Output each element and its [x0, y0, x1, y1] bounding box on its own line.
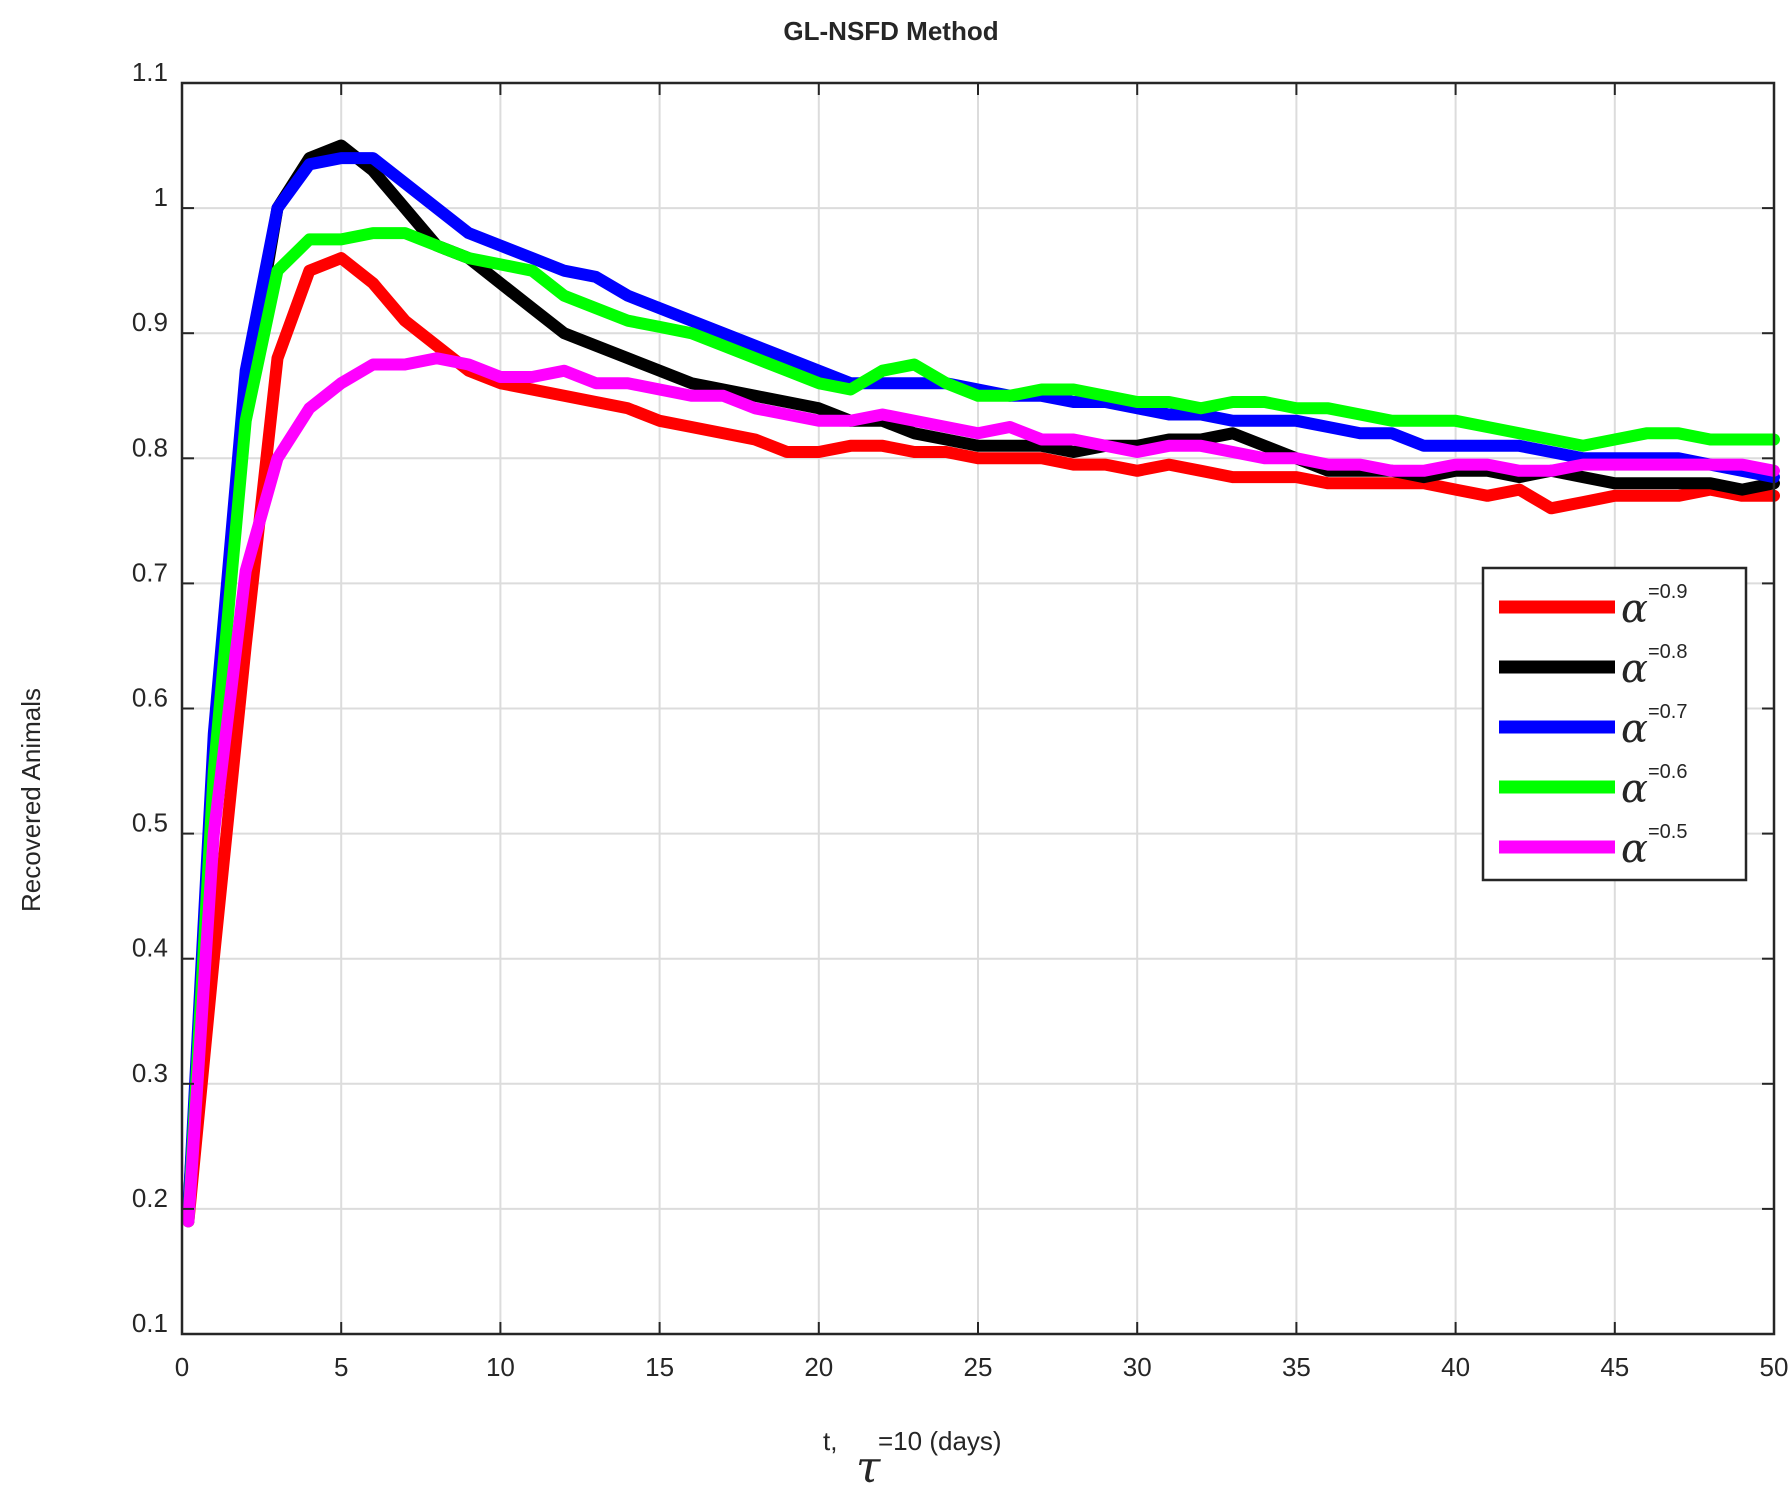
x-tick-label: 0 [175, 1352, 189, 1382]
x-tick-label: 10 [486, 1352, 515, 1382]
x-tick-label: 50 [1760, 1352, 1789, 1382]
legend-value-4: =0.6 [1648, 761, 1687, 783]
x-tick-label: 15 [645, 1352, 674, 1382]
x-tick-label: 45 [1600, 1352, 1629, 1382]
legend-value-3: =0.7 [1648, 701, 1687, 723]
legend-value-1: =0.9 [1648, 581, 1687, 603]
x-axis-ticks: 0 5 10 15 20 25 30 35 40 45 50 [175, 83, 1789, 1382]
y-tick-label: 0.2 [132, 1183, 168, 1213]
y-tick-label: 0.8 [132, 432, 168, 462]
legend: α =0.9α =0.8α =0.7α =0.6α =0.5 [1481, 566, 1748, 882]
x-tick-label: 20 [804, 1352, 833, 1382]
y-tick-label: 0.5 [132, 808, 168, 838]
x-axis-label-prefix: t, [823, 1426, 837, 1456]
y-tick-label: 0.1 [132, 1308, 168, 1338]
legend-alpha-4: α [1621, 766, 1648, 812]
y-axis-ticks: 0.1 0.2 0.3 0.4 0.5 0.6 0.7 0.8 0.9 1 1.1 [132, 57, 1774, 1338]
x-axis-label-suffix: =10 (days) [878, 1426, 1002, 1456]
y-tick-label: 1.1 [132, 57, 168, 87]
y-axis-label: Recovered Animals [16, 688, 46, 912]
series-line-4 [182, 227, 1780, 1228]
series-line-1 [182, 252, 1780, 1228]
chart-title: GL-NSFD Method [783, 16, 998, 46]
y-tick-label: 0.3 [132, 1058, 168, 1088]
legend-alpha-2: α [1621, 646, 1648, 692]
tau-symbol: τ [856, 1442, 881, 1493]
x-tick-label: 5 [334, 1352, 348, 1382]
legend-value-5: =0.5 [1648, 821, 1687, 843]
x-axis-label: t, τ =10 (days) [823, 1426, 1002, 1493]
plot-lines [182, 139, 1780, 1228]
x-tick-label: 40 [1441, 1352, 1470, 1382]
legend-entries: α =0.9α =0.8α =0.7α =0.6α =0.5 [1499, 581, 1687, 872]
y-tick-label: 0.9 [132, 307, 168, 337]
legend-alpha-3: α [1621, 706, 1648, 752]
grid [182, 83, 1774, 1334]
x-tick-label: 25 [964, 1352, 993, 1382]
x-tick-label: 35 [1282, 1352, 1311, 1382]
legend-alpha-1: α [1621, 586, 1648, 632]
y-tick-label: 0.4 [132, 933, 168, 963]
x-tick-label: 30 [1123, 1352, 1152, 1382]
y-tick-label: 1 [154, 182, 168, 212]
legend-alpha-5: α [1621, 826, 1648, 872]
y-tick-label: 0.7 [132, 557, 168, 587]
series-line-5 [182, 352, 1780, 1228]
legend-value-2: =0.8 [1648, 641, 1687, 663]
y-tick-label: 0.6 [132, 683, 168, 713]
